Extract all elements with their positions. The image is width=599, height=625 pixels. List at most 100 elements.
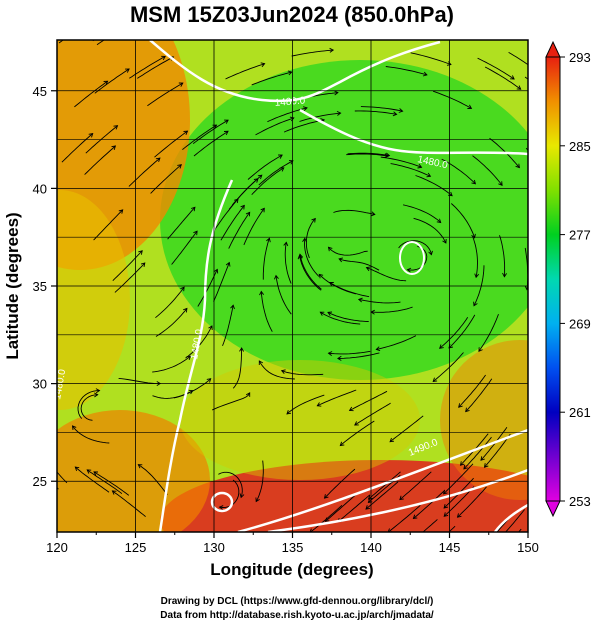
y-axis: 25 30 35 40 45: [33, 84, 57, 489]
streamline: [267, 107, 308, 123]
streamline-arrow: [483, 463, 489, 468]
height-contour: [493, 503, 528, 532]
streamline-arrow: [259, 290, 264, 296]
streamline-arrow: [443, 512, 449, 517]
streamline: [74, 80, 108, 108]
streamline: [147, 82, 184, 107]
y-tick-label: 35: [33, 279, 47, 294]
streamline: [94, 68, 130, 94]
cool-core: [160, 60, 528, 380]
streamline-arrow: [336, 110, 342, 116]
streamline: [219, 479, 240, 508]
streamline: [472, 155, 503, 186]
streamline: [212, 198, 239, 233]
streamline-arrow: [480, 456, 485, 461]
streamline: [112, 490, 146, 517]
streamline-arrow: [348, 406, 354, 412]
streamline: [317, 389, 357, 407]
streamline-arrow: [339, 441, 345, 447]
streamline: [398, 240, 432, 255]
streamline: [337, 352, 380, 359]
streamline-arrow: [180, 286, 185, 292]
streamline-arrow: [137, 464, 143, 469]
streamline: [251, 71, 292, 86]
streamline: [443, 463, 474, 495]
streamline-arrow: [223, 130, 229, 136]
streamline-arrow: [327, 351, 333, 356]
streamline-arrow: [334, 90, 339, 96]
streamline-arrow: [95, 388, 101, 394]
streamline-arrow: [34, 455, 38, 459]
streamline: [450, 203, 476, 238]
warm-west: [57, 190, 130, 410]
streamline-arrow: [392, 111, 398, 117]
credit-data: Data from http://database.rish.kyoto-u.a…: [160, 610, 434, 621]
contour-label: 1480.0: [52, 368, 68, 400]
streamline-arrow: [155, 157, 161, 163]
streamline-arrow: [493, 556, 497, 560]
streamline-arrow: [337, 355, 342, 361]
streamline-arrow: [138, 250, 143, 255]
streamline: [138, 464, 168, 495]
streamline: [432, 352, 464, 382]
streamline-arrow: [71, 425, 77, 430]
streamline: [291, 49, 334, 57]
streamline: [480, 426, 508, 461]
streamline: [328, 246, 368, 256]
streamline-arrow: [365, 505, 370, 510]
streamline: [283, 119, 325, 133]
colorbar-ticks: 293 285 277 269 261 253: [560, 50, 591, 509]
warm-south: [160, 460, 528, 532]
contour-label: 1480.0: [274, 95, 306, 109]
streamline: [96, 40, 106, 46]
streamline: [220, 205, 245, 241]
streamline: [320, 311, 361, 325]
streamline: [366, 267, 407, 282]
streamline-arrow: [283, 241, 289, 247]
streamline: [93, 209, 124, 241]
streamline: [304, 238, 320, 277]
streamline: [284, 242, 292, 284]
streamline-arrow: [502, 272, 507, 278]
streamline-arrow: [177, 164, 182, 169]
streamline-arrow: [240, 204, 245, 210]
streamline: [387, 504, 421, 532]
streamline-arrow: [258, 360, 264, 365]
streamline-arrow: [417, 163, 423, 169]
streamline: [349, 390, 388, 411]
streamline-arrow: [405, 543, 409, 547]
colorbar-tick-label: 261: [569, 405, 591, 420]
streamline: [218, 471, 243, 498]
streamline-arrow: [510, 75, 515, 80]
streamline-arrow: [280, 369, 286, 374]
streamline-arrow: [329, 282, 334, 287]
streamline: [327, 311, 369, 322]
streamline: [422, 519, 438, 532]
x-tick-label: 145: [439, 540, 461, 555]
streamline: [251, 167, 285, 196]
streamline-arrow: [90, 20, 94, 24]
streamline: [347, 152, 390, 157]
streamline-arrow: [474, 273, 480, 279]
streamline-arrow: [86, 469, 92, 474]
streamline: [225, 63, 265, 80]
streamline-arrow: [213, 268, 219, 274]
streamline: [167, 207, 196, 240]
streamline-arrow: [423, 550, 427, 554]
streamline: [155, 308, 188, 337]
streamline-arrow: [311, 217, 316, 223]
streamline-arrow: [432, 377, 438, 383]
streamline: [247, 154, 283, 180]
streamline: [228, 212, 251, 249]
streamline: [371, 306, 413, 313]
colorbar-tick-label: 269: [569, 316, 591, 331]
streamline: [354, 402, 391, 426]
streamline: [402, 204, 442, 223]
streamline-arrow: [278, 154, 283, 159]
streamline: [243, 208, 265, 246]
streamline-arrow: [225, 261, 231, 267]
streamline: [496, 519, 509, 532]
streamline-arrow: [463, 464, 468, 470]
streamline: [92, 40, 95, 42]
